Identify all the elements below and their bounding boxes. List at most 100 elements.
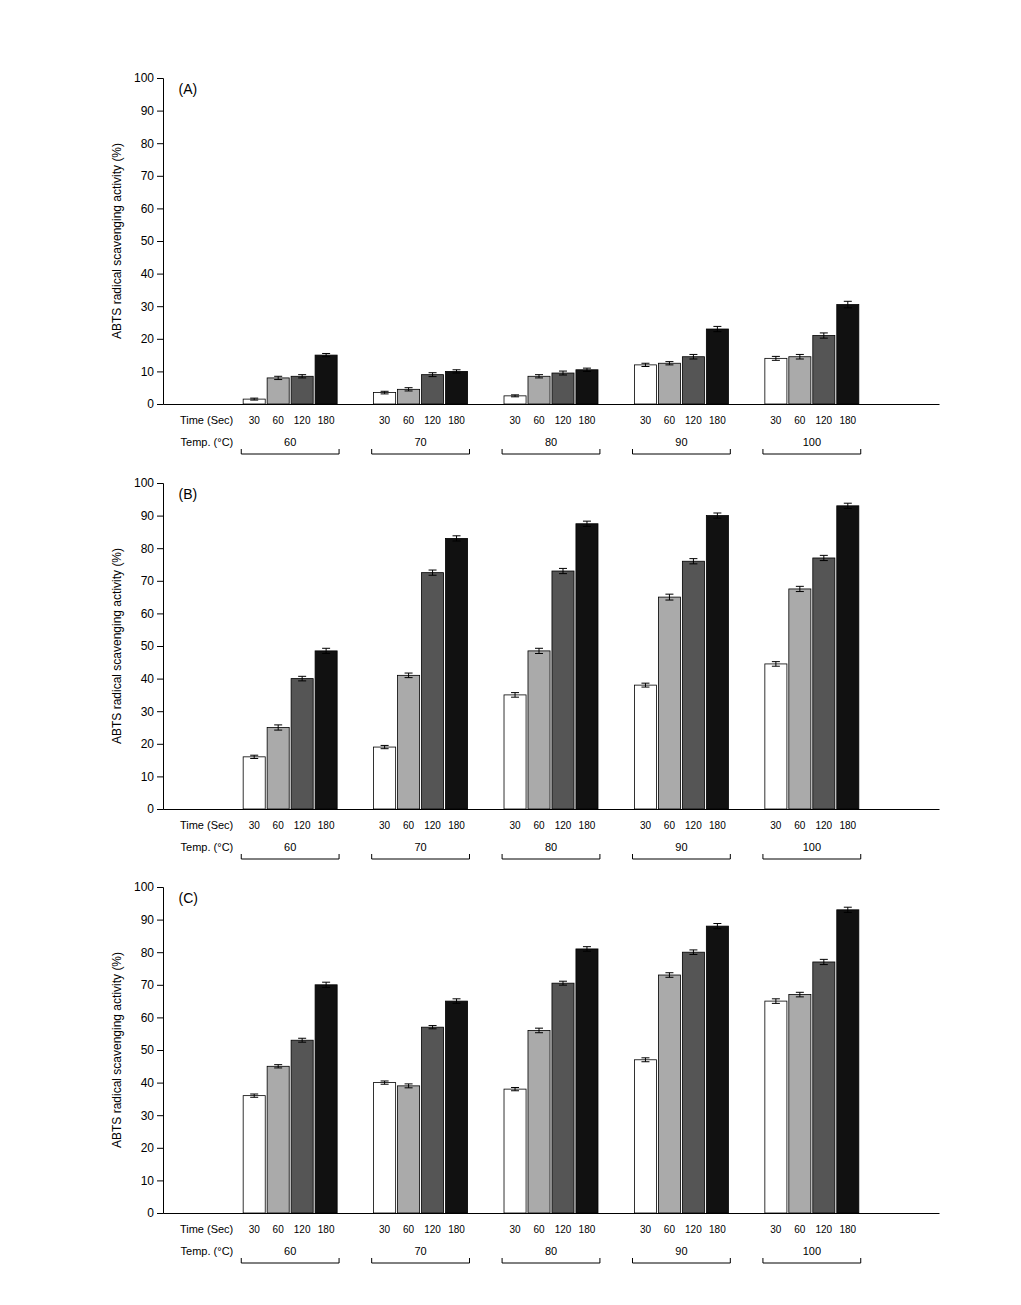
series-label: 120 bbox=[815, 820, 832, 831]
group-bracket bbox=[763, 854, 861, 859]
x-annotations: Time (Sec)Temp. (°C)30601201806030601201… bbox=[180, 414, 861, 454]
tick-label: 90 bbox=[141, 104, 155, 118]
bar bbox=[658, 597, 680, 809]
error-bar bbox=[772, 356, 780, 360]
series-label: 30 bbox=[509, 415, 521, 426]
series-label: 60 bbox=[533, 415, 545, 426]
tick-mark bbox=[157, 920, 163, 921]
tick-mark bbox=[157, 711, 163, 712]
series-label: 180 bbox=[579, 820, 596, 831]
tick: 50 bbox=[141, 1043, 163, 1057]
bar bbox=[422, 375, 444, 404]
bar bbox=[398, 1086, 420, 1213]
series-label: 120 bbox=[424, 1224, 441, 1235]
series-label: 180 bbox=[448, 415, 465, 426]
tick-label: 70 bbox=[141, 978, 155, 992]
bar bbox=[528, 376, 550, 404]
series-label: 30 bbox=[640, 820, 652, 831]
error-bar bbox=[322, 982, 330, 987]
series bbox=[267, 586, 811, 809]
error-bar bbox=[559, 568, 567, 573]
error-bar bbox=[429, 1026, 437, 1029]
tick-mark bbox=[157, 952, 163, 953]
error-bar bbox=[381, 1081, 389, 1084]
error-bar bbox=[796, 354, 804, 359]
series-label: 60 bbox=[664, 1224, 676, 1235]
series-label: 30 bbox=[249, 820, 261, 831]
tick-mark bbox=[157, 1148, 163, 1149]
tick-mark bbox=[157, 483, 163, 484]
tick-label: 100 bbox=[134, 71, 154, 85]
error-bar bbox=[535, 1028, 543, 1033]
tick: 100 bbox=[134, 71, 163, 85]
error-bar bbox=[322, 353, 330, 356]
series-label: 180 bbox=[579, 415, 596, 426]
tick-mark bbox=[157, 776, 163, 777]
tick-label: 20 bbox=[141, 332, 155, 346]
group-bracket bbox=[372, 449, 470, 454]
error-bar bbox=[772, 662, 780, 667]
series-label: 120 bbox=[424, 820, 441, 831]
axis-line bbox=[157, 484, 164, 810]
tick-mark bbox=[157, 809, 163, 810]
group-bracket bbox=[241, 1258, 339, 1263]
x-axis-title: Temp. (°C) bbox=[181, 436, 234, 448]
tick-mark bbox=[157, 613, 163, 614]
bar bbox=[374, 747, 396, 809]
error-bar bbox=[796, 586, 804, 591]
tick: 20 bbox=[141, 737, 163, 751]
bar bbox=[267, 378, 289, 404]
error-bar bbox=[665, 594, 673, 600]
series-label: 60 bbox=[794, 415, 806, 426]
series-label: 180 bbox=[448, 820, 465, 831]
tick: 80 bbox=[141, 137, 163, 151]
group-bracket bbox=[633, 854, 731, 859]
error-bar bbox=[511, 693, 519, 698]
bar bbox=[765, 1001, 787, 1213]
error-bar bbox=[511, 395, 519, 397]
bar bbox=[576, 370, 598, 404]
category-label: 100 bbox=[803, 841, 821, 853]
tick: 80 bbox=[141, 946, 163, 960]
tick-label: 80 bbox=[141, 137, 155, 151]
series bbox=[315, 503, 859, 809]
bar bbox=[398, 389, 420, 404]
series-label: 60 bbox=[794, 1224, 806, 1235]
tick: 0 bbox=[147, 802, 163, 816]
series-label: 60 bbox=[664, 820, 676, 831]
bar bbox=[422, 573, 444, 809]
bar bbox=[706, 516, 728, 809]
tick-label: 50 bbox=[141, 234, 155, 248]
series-label: 120 bbox=[815, 1224, 832, 1235]
group-bracket bbox=[372, 1258, 470, 1263]
tick-mark bbox=[157, 1213, 163, 1214]
x-axis bbox=[164, 404, 940, 405]
series bbox=[267, 973, 811, 1213]
error-bar bbox=[381, 745, 389, 748]
category-label: 100 bbox=[803, 1245, 821, 1257]
error-bar bbox=[713, 924, 721, 929]
bar bbox=[291, 376, 313, 404]
tick-mark bbox=[157, 371, 163, 372]
axis-line bbox=[164, 404, 940, 405]
bar bbox=[765, 358, 787, 404]
category-label: 90 bbox=[675, 436, 687, 448]
error-bar bbox=[298, 375, 306, 378]
series bbox=[315, 907, 859, 1213]
chart-root: 0102030405060708090100ABTS radical scave… bbox=[0, 0, 1021, 1305]
group-bracket bbox=[502, 449, 600, 454]
tick-mark bbox=[157, 548, 163, 549]
tick-mark bbox=[157, 208, 163, 209]
tick-label: 20 bbox=[141, 737, 155, 751]
bar bbox=[398, 675, 420, 809]
bar bbox=[813, 336, 835, 404]
annotation: Time (Sec) bbox=[180, 414, 233, 426]
series-label: 60 bbox=[273, 820, 285, 831]
bar bbox=[315, 985, 337, 1213]
tick-label: 70 bbox=[141, 169, 155, 183]
tick: 20 bbox=[141, 1141, 163, 1155]
bar bbox=[789, 357, 811, 404]
tick-label: 0 bbox=[147, 1206, 154, 1220]
tick-mark bbox=[157, 78, 163, 79]
group-bracket bbox=[241, 449, 339, 454]
